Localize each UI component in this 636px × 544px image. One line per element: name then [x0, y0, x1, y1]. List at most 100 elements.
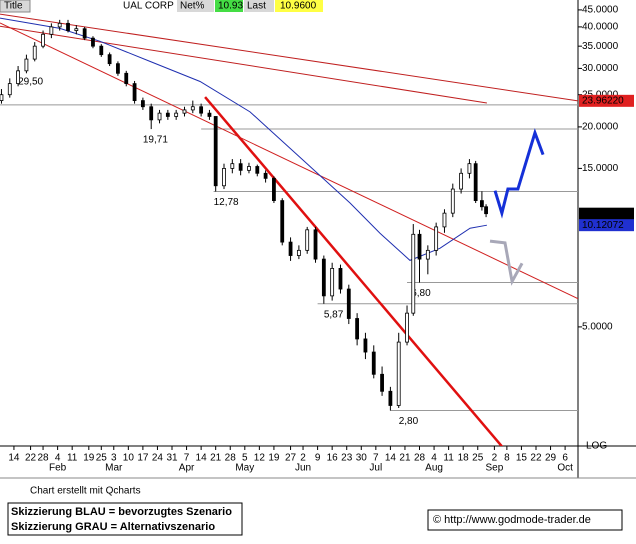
- x-tick-label: 17: [137, 453, 149, 464]
- candle-body: [57, 22, 62, 28]
- x-tick-label: 2: [300, 453, 306, 464]
- candle-body: [16, 70, 20, 85]
- candle-body: [355, 318, 360, 340]
- y-tick-label: 15.0000: [582, 163, 619, 174]
- candle-body: [149, 106, 154, 121]
- x-tick-label: 14: [385, 453, 397, 464]
- x-tick-label: 7: [184, 453, 190, 464]
- candle-body: [338, 268, 343, 290]
- candle-body: [263, 172, 268, 179]
- net-label: Net%: [180, 1, 205, 12]
- candle-body: [157, 112, 162, 121]
- x-tick-label: 22: [25, 453, 37, 464]
- log-label: LOG: [586, 441, 607, 452]
- x-tick-label: 3: [111, 453, 117, 464]
- month-label: Sep: [485, 463, 503, 474]
- candle-body: [99, 45, 104, 56]
- x-tick-label: 28: [225, 453, 237, 464]
- x-tick-label: 11: [443, 453, 454, 464]
- x-tick-label: 28: [37, 453, 49, 464]
- footer: Chart erstellt mit Qcharts: [30, 486, 141, 497]
- month-label: Jul: [369, 463, 382, 474]
- month-label: May: [235, 463, 254, 474]
- last-label: Last: [247, 1, 266, 12]
- x-tick-label: 23: [341, 453, 353, 464]
- candle-body: [484, 206, 488, 215]
- candle-body: [124, 72, 129, 85]
- candle-body: [450, 188, 455, 214]
- title: Title: [4, 1, 23, 12]
- candle-body: [174, 112, 179, 117]
- candle-body: [405, 312, 409, 343]
- candle-body: [313, 229, 318, 260]
- candle-body: [371, 351, 376, 375]
- level-label: 29,50: [18, 76, 43, 87]
- candle-body: [7, 83, 12, 96]
- candle-body: [132, 83, 137, 101]
- candle-body: [396, 341, 401, 406]
- x-tick-label: 14: [8, 453, 20, 464]
- y-tick-label: 5.0000: [582, 322, 613, 333]
- trendline: [0, 22, 578, 300]
- candle-body: [207, 112, 212, 117]
- candle-body: [459, 172, 464, 190]
- y-tick-label: 20.0000: [582, 122, 619, 133]
- y-tick-label: 45.0000: [582, 5, 619, 16]
- x-tick-label: 24: [152, 453, 164, 464]
- legend-box: [7, 502, 243, 536]
- x-tick-label: 15: [516, 453, 528, 464]
- candle-body: [49, 26, 54, 35]
- y-tick-label: 30.0000: [582, 63, 619, 74]
- candle-body: [247, 166, 251, 171]
- net-label-box: [177, 0, 214, 12]
- candle-body: [238, 163, 243, 171]
- copyright-box: [427, 509, 623, 531]
- candle-body: [280, 200, 285, 243]
- x-tick-label: 29: [545, 453, 557, 464]
- price-box: [579, 207, 634, 220]
- legend-line: Skizzierung GRAU = Alternativszenario: [11, 521, 215, 533]
- trendline: [0, 25, 487, 104]
- month-label: Feb: [49, 463, 67, 474]
- x-tick-label: 12: [254, 453, 266, 464]
- x-tick-label: 14: [196, 453, 208, 464]
- candle-body: [41, 33, 45, 47]
- candle-body: [346, 288, 351, 319]
- price-box: [579, 94, 634, 107]
- month-label: Mar: [105, 463, 123, 474]
- title-box: [0, 0, 31, 13]
- candle-body: [442, 212, 447, 228]
- x-tick-label: 19: [268, 453, 280, 464]
- candle-body: [0, 94, 4, 101]
- symbol: UAL CORP: [123, 1, 174, 12]
- x-tick-label: 4: [431, 453, 437, 464]
- trendline: [204, 96, 504, 446]
- price-box-label: 10.9600: [582, 208, 619, 219]
- candle-body: [434, 226, 439, 251]
- candle-body: [190, 106, 195, 111]
- level-label: 19,71: [143, 135, 168, 146]
- candle-body: [82, 28, 87, 39]
- candle-body: [74, 28, 79, 31]
- candle-body: [296, 249, 301, 256]
- x-tick-label: 5: [242, 453, 248, 464]
- candle-body: [417, 233, 422, 260]
- candle-body: [288, 241, 293, 256]
- price-box-label: 23.96220: [582, 95, 624, 106]
- x-tick-label: 8: [504, 453, 510, 464]
- x-tick-label: 7: [373, 453, 379, 464]
- level-label: 12,78: [214, 197, 239, 208]
- candle-body: [380, 373, 384, 392]
- candle-body: [255, 166, 260, 174]
- x-tick-label: 21: [210, 453, 222, 464]
- net-value: 10.93: [218, 1, 243, 12]
- scenario-sketch: [493, 128, 545, 219]
- x-tick-label: 9: [315, 453, 321, 464]
- net-value-box: [215, 0, 243, 12]
- copyright: © http://www.godmode-trader.de: [433, 514, 591, 526]
- x-tick-label: 31: [166, 453, 178, 464]
- legend-line: Skizzierung BLAU = bevorzugtes Szenario: [11, 506, 232, 518]
- x-tick-label: 22: [530, 453, 542, 464]
